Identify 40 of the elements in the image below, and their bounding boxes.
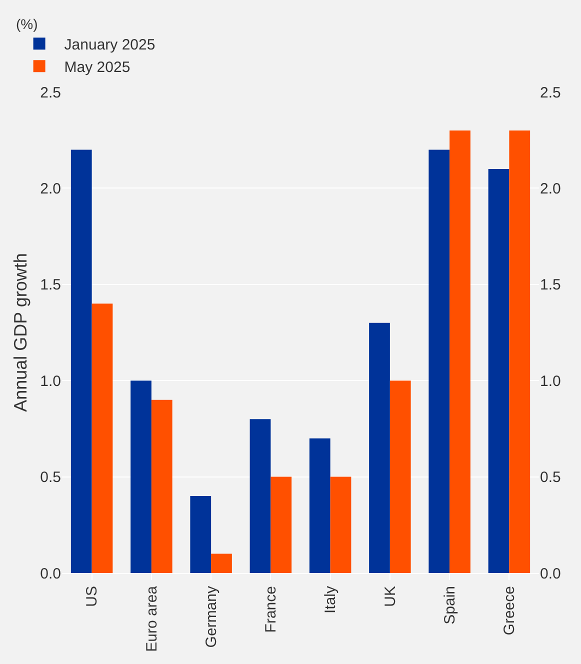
bar (92, 304, 113, 573)
y2-tick-label: 2.0 (540, 180, 561, 198)
legend-label: January 2025 (64, 36, 156, 54)
bar (211, 554, 232, 573)
y-tick-label: 0.5 (40, 469, 61, 486)
y-tick-label: 2.0 (40, 180, 61, 198)
y-tick-label: 1.0 (40, 372, 61, 390)
bar (428, 150, 450, 573)
bar (450, 130, 470, 573)
y2-tick-label: 1.5 (540, 276, 561, 294)
x-tick-label: Euro area (143, 585, 160, 652)
bar (330, 476, 352, 573)
bar (190, 496, 212, 573)
text: (%) (16, 16, 38, 32)
y2-tick-label: 0.0 (540, 565, 561, 582)
bar (70, 150, 92, 573)
x-tick-label: Germany (202, 586, 220, 648)
y-axis-title: Annual GDP growth (10, 253, 30, 412)
y2-tick-label: 0.5 (540, 469, 561, 486)
y-tick-label: 1.5 (40, 276, 61, 294)
y2-tick-label: 1.0 (540, 372, 561, 390)
bar (270, 476, 292, 573)
bar (488, 168, 510, 573)
bar (369, 322, 390, 573)
y-tick-label: 2.5 (40, 84, 61, 102)
bar (509, 130, 530, 573)
x-tick-label: US (84, 586, 101, 607)
x-tick-label: Spain (441, 586, 458, 624)
x-tick-label: Italy (322, 586, 340, 614)
x-tick-label: France (262, 586, 280, 633)
bar (151, 400, 172, 573)
y-tick-label: 0.0 (40, 565, 61, 582)
bar (130, 380, 152, 573)
bar (309, 438, 330, 573)
bar (250, 419, 271, 573)
x-tick-label: Greece (501, 586, 518, 636)
legend-label: May 2025 (64, 58, 130, 76)
bar (390, 380, 411, 573)
x-tick-label: UK (382, 586, 399, 607)
y2-tick-label: 2.5 (540, 84, 561, 102)
